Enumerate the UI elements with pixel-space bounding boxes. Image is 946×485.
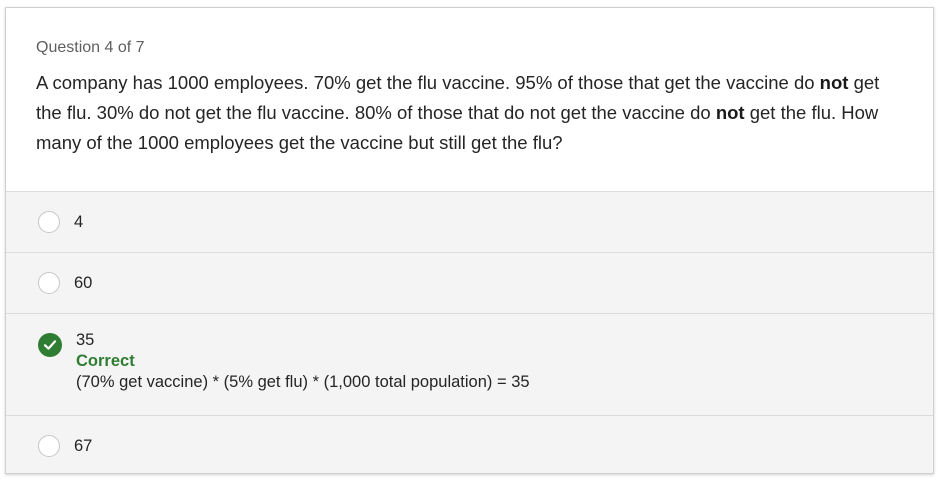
answer-option-b[interactable]: 60: [6, 253, 933, 314]
option-label: 67: [74, 436, 93, 455]
question-header: Question 4 of 7 A company has 1000 emplo…: [6, 8, 933, 191]
option-body: 4: [74, 213, 83, 232]
option-label: 35: [76, 331, 95, 349]
option-body: 60: [74, 274, 92, 293]
option-label: 4: [74, 212, 84, 231]
question-text-part: get the flu. 30% do not get the flu vacc…: [36, 72, 880, 123]
question-card: Question 4 of 7 A company has 1000 emplo…: [5, 7, 934, 474]
radio-empty-icon[interactable]: [38, 211, 60, 233]
checkmark-icon: [43, 340, 57, 350]
radio-empty-icon[interactable]: [38, 272, 60, 294]
answer-option-d[interactable]: 67: [6, 416, 933, 473]
question-text: A company has 1000 employees. 70% get th…: [36, 68, 903, 158]
option-body: 67: [74, 437, 92, 456]
answer-options: 4 60 35 Correct (70% get vaccine) * (5% …: [6, 191, 933, 473]
feedback-explanation: (70% get vaccine) * (5% get flu) * (1,00…: [76, 373, 530, 391]
option-body: 35 Correct (70% get vaccine) * (5% get f…: [76, 331, 530, 392]
radio-empty-icon[interactable]: [38, 435, 60, 457]
question-text-emphasis: not: [819, 72, 849, 93]
checkmark-circle-icon[interactable]: [38, 333, 62, 357]
option-label: 60: [74, 273, 93, 292]
question-text-emphasis: not: [715, 102, 745, 123]
answer-option-a[interactable]: 4: [6, 192, 933, 253]
question-counter: Question 4 of 7: [36, 39, 145, 56]
answer-option-c[interactable]: 35 Correct (70% get vaccine) * (5% get f…: [6, 314, 933, 416]
question-text-part: A company has 1000 employees. 70% get th…: [36, 72, 820, 93]
question-text-part: get the flu. How many of the 1000 employ…: [36, 102, 879, 153]
feedback-title: Correct: [76, 352, 135, 370]
